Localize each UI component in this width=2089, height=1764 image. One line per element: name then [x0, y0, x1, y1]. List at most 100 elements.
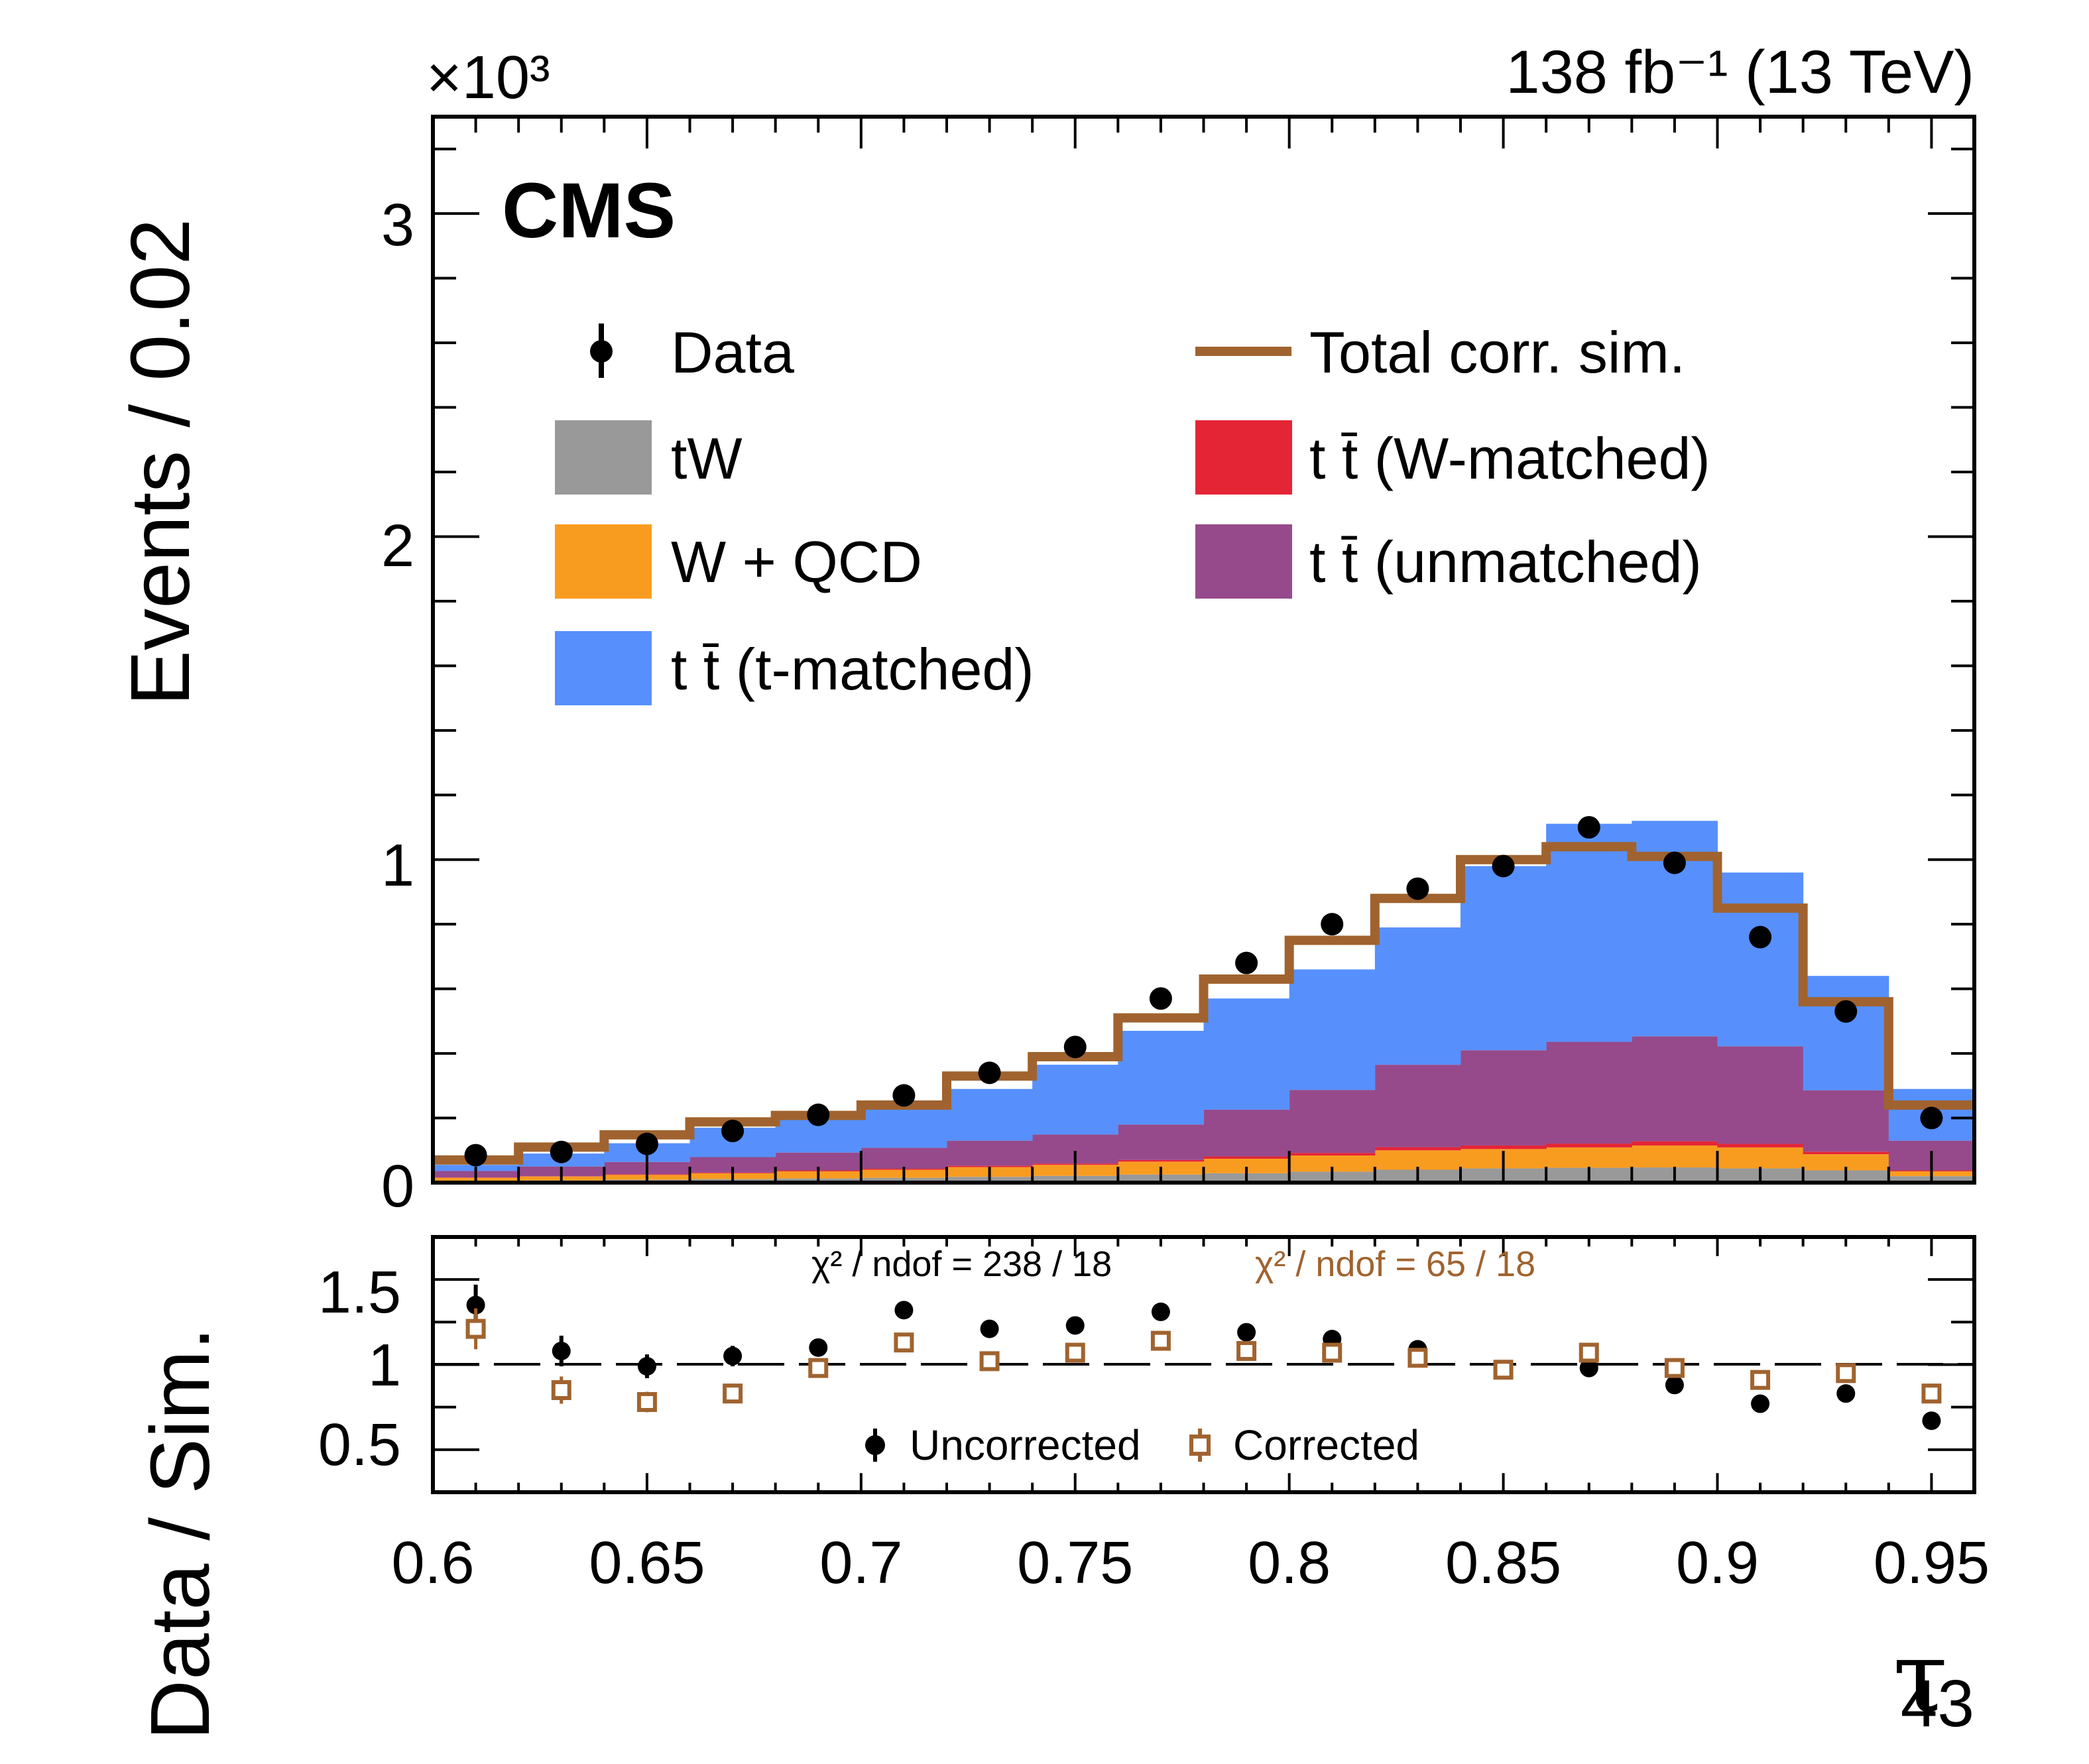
legend-wqcd-swatch: [555, 524, 652, 599]
data-point: [1321, 913, 1344, 936]
ratio-uncorrected-point: [1579, 1358, 1598, 1378]
bar-tt-t-matched: [861, 1106, 947, 1148]
total-corrected-sim-line: [433, 842, 1974, 1165]
bar-w-qcd: [1632, 1145, 1718, 1168]
ratio-corrected-point: [1493, 1360, 1514, 1380]
x-tick-label: 0.75: [1017, 1530, 1133, 1596]
bar-tt-t-matched: [1546, 823, 1632, 1042]
bar-tt-t-matched: [1803, 976, 1889, 1090]
ratio-uncorrected-point: [980, 1319, 999, 1338]
legend-ttbar-unmatched-swatch: [1195, 524, 1292, 599]
legend-data-marker: [590, 340, 613, 363]
bar-tt-t-matched: [947, 1088, 1033, 1141]
legend-ttbar-unmatched-label: t t̄ (unmatched): [1309, 529, 1702, 595]
top-axis-ticks: [432, 117, 1976, 1184]
data-point: [635, 1132, 658, 1155]
top-ytick-label: 3: [381, 192, 414, 259]
ratio-ytick-label: 1: [368, 1332, 401, 1399]
ratio-uncorrected-point: [1665, 1376, 1684, 1395]
bar-tt-w-matched: [1803, 1151, 1889, 1155]
ratio-corrected-point: [979, 1351, 1000, 1372]
ratio-uncorrected-point: [1237, 1323, 1256, 1342]
x-tick-label: 0.95: [1874, 1530, 1990, 1596]
ratio-points: [465, 1284, 1942, 1431]
ratio-y-axis-title: Data / Sim.: [133, 1327, 227, 1740]
ratio-corrected-point: [1407, 1348, 1428, 1368]
ratio-corrected-point: [723, 1383, 743, 1404]
ratio-corrected-point: [465, 1319, 486, 1339]
ratio-legend-corrected-label: Corrected: [1233, 1421, 1419, 1469]
bar-tt-t-matched: [1203, 998, 1290, 1110]
ratio-corrected-point: [636, 1391, 657, 1412]
data-point: [978, 1061, 1001, 1085]
bar-tt-unmatched: [1717, 1046, 1804, 1144]
ratio-uncorrected-point: [1151, 1302, 1170, 1321]
ratio-uncorrected-point: [809, 1338, 828, 1357]
ratio-corrected-point: [1579, 1342, 1599, 1363]
ratio-uncorrected-point: [1751, 1394, 1770, 1413]
data-point: [1492, 854, 1515, 878]
ratio-uncorrected-point: [894, 1301, 914, 1320]
bar-tt-t-matched: [1032, 1065, 1118, 1135]
bar-tt-unmatched: [1203, 1109, 1290, 1157]
x-tick-label: 0.9: [1676, 1530, 1759, 1596]
ratio-uncorrected-point: [637, 1357, 656, 1376]
ratio-corrected-point: [808, 1358, 829, 1378]
data-point: [1149, 987, 1172, 1010]
cms-label: CMS: [502, 167, 676, 255]
x-tick-label: 0.65: [589, 1530, 705, 1596]
data-point: [1920, 1106, 1943, 1130]
bar-tt-unmatched: [1118, 1124, 1204, 1160]
ratio-corrected-point: [1921, 1383, 1942, 1404]
bar-tt-unmatched: [1461, 1050, 1547, 1146]
bar-tt-w-matched: [1717, 1144, 1804, 1147]
ratio-legend-uncorrected-label: Uncorrected: [910, 1421, 1141, 1469]
legend-ttbar-t-swatch: [555, 631, 652, 705]
legend-ttbar-t-label: t t̄ (t-matched): [671, 636, 1034, 702]
x-axis-title-sub: 43: [1901, 1667, 1974, 1741]
bar-tt-unmatched: [1803, 1090, 1889, 1152]
top-y-axis-title: Events / 0.02: [113, 219, 207, 706]
bar-tt-w-matched: [947, 1165, 1033, 1167]
data-point: [1834, 1000, 1858, 1023]
ratio-corrected-point: [1322, 1342, 1343, 1363]
data-point: [1063, 1035, 1087, 1059]
bar-tt-unmatched: [1632, 1036, 1718, 1142]
x-tick-label: 0.7: [819, 1530, 902, 1596]
top-panel-frame: [431, 115, 1976, 1185]
bar-tt-unmatched: [1546, 1041, 1632, 1144]
ratio-panel-frame: [431, 1235, 1976, 1494]
bar-tt-unmatched: [1289, 1090, 1376, 1153]
ratio-corrected-point: [1236, 1340, 1257, 1361]
chi2-corrected-label: χ² / ndof = 65 / 18: [1255, 1244, 1535, 1284]
top-ytick-label: 1: [381, 833, 414, 899]
bar-tt-w-matched: [1118, 1159, 1204, 1162]
bar-w-qcd: [1374, 1150, 1461, 1170]
bar-tt-w-matched: [1203, 1156, 1290, 1159]
legend-data-label: Data: [671, 320, 794, 385]
data-point: [1749, 925, 1772, 949]
ratio-uncorrected-point: [1922, 1411, 1941, 1431]
ratio-corrected-point: [1150, 1330, 1171, 1351]
bar-w-qcd: [1203, 1158, 1290, 1173]
bar-w-qcd: [1546, 1147, 1632, 1168]
bar-tt-unmatched: [1374, 1065, 1461, 1147]
bar-tt-w-matched: [1374, 1147, 1461, 1151]
ratio-uncorrected-point: [1836, 1384, 1856, 1403]
bar-tt-w-matched: [1461, 1145, 1547, 1149]
bar-w-qcd: [1717, 1147, 1804, 1169]
legend-ttbar-w-label: t t̄ (W-matched): [1309, 426, 1710, 491]
data-point: [1663, 851, 1686, 874]
ratio-uncorrected-point: [1065, 1316, 1085, 1335]
x-tick-label: 0.8: [1248, 1530, 1331, 1596]
ratio-uncorrected-point: [723, 1346, 743, 1366]
ratio-legend-corrected-marker: [1189, 1435, 1211, 1456]
ratio-corrected-point: [894, 1332, 914, 1353]
data-point: [1406, 877, 1429, 900]
bar-tt-w-matched: [1632, 1141, 1718, 1146]
legend-total-label: Total corr. sim.: [1309, 320, 1685, 385]
data-point: [1577, 816, 1600, 839]
data-point: [892, 1084, 916, 1107]
data-points: [464, 816, 1943, 1167]
